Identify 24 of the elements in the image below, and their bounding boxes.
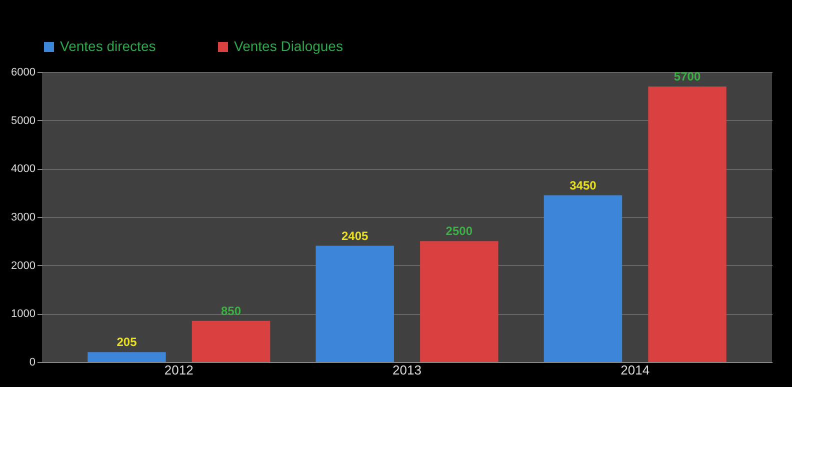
data-label: 850 xyxy=(221,304,242,318)
x-tick-label: 2014 xyxy=(620,362,650,378)
bar xyxy=(648,86,726,362)
data-label: 3450 xyxy=(570,178,597,192)
y-tick-label: 3000 xyxy=(11,212,36,224)
bar xyxy=(316,246,394,362)
y-tick-label: 2000 xyxy=(11,260,36,272)
y-tick-label: 4000 xyxy=(11,163,36,176)
legend-label: Ventes directes xyxy=(60,38,156,54)
x-tick-label: 2013 xyxy=(392,362,422,378)
bar xyxy=(192,320,270,362)
data-label: 2500 xyxy=(446,224,473,238)
data-label: 2405 xyxy=(342,228,369,243)
y-tick-label: 5000 xyxy=(11,114,36,127)
bar xyxy=(88,352,166,362)
y-tick-label: 0 xyxy=(29,356,36,368)
data-label: 205 xyxy=(116,335,138,350)
legend-label: Ventes Dialogues xyxy=(234,38,343,54)
x-tick-label: 2012 xyxy=(164,362,194,378)
bar xyxy=(420,241,498,362)
bar xyxy=(544,195,622,362)
data-label: 5700 xyxy=(674,70,701,84)
y-tick-label: 1000 xyxy=(11,308,36,320)
y-tick-label: 6000 xyxy=(11,66,36,78)
